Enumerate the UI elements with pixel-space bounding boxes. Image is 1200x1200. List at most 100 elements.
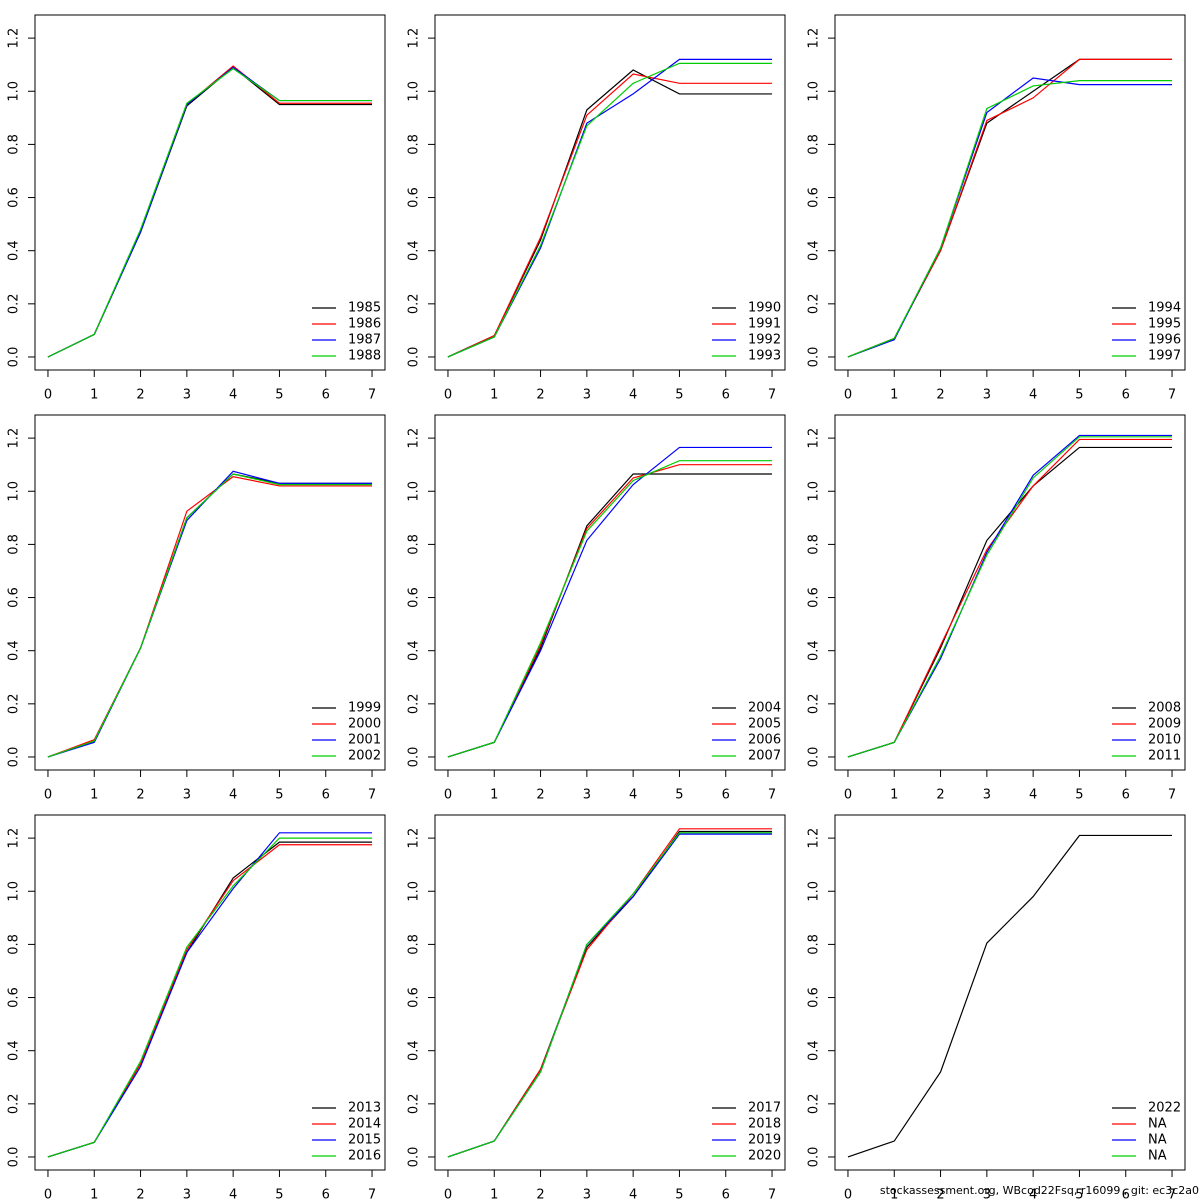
series-line [47, 837, 373, 1158]
y-tick-label: 1.0 [7, 881, 22, 902]
legend-label: 2016 [348, 1149, 381, 1164]
x-tick-label: 7 [768, 1188, 776, 1200]
y-tick-label: 0.0 [7, 747, 22, 768]
y-tick-label: 1.0 [407, 881, 422, 902]
x-tick-label: 7 [768, 388, 776, 403]
x-tick-label: 2 [936, 1188, 944, 1200]
y-tick-label: 0.8 [807, 134, 822, 155]
y-tick-label: 1.0 [807, 81, 822, 102]
x-tick-label: 3 [183, 1188, 191, 1200]
series-line [847, 438, 1173, 758]
x-tick-label: 1 [890, 1188, 898, 1200]
y-tick-label: 0.4 [807, 240, 822, 261]
x-tick-label: 2 [936, 788, 944, 803]
legend-label: 1988 [348, 349, 381, 364]
y-tick-label: 0.2 [407, 293, 422, 314]
series-line [847, 834, 1173, 1158]
x-tick-label: 1 [490, 1188, 498, 1200]
x-tick-label: 3 [983, 388, 991, 403]
y-tick-label: 0.0 [807, 1147, 822, 1168]
y-tick-label: 0.0 [7, 1147, 22, 1168]
x-tick-label: 2 [536, 388, 544, 403]
x-tick-label: 1 [90, 1188, 98, 1200]
y-tick-label: 0.8 [807, 534, 822, 555]
x-tick-label: 3 [183, 788, 191, 803]
y-tick-label: 0.0 [407, 1147, 422, 1168]
y-tick-label: 0.2 [807, 293, 822, 314]
legend-label: 2008 [1148, 701, 1181, 716]
x-tick-label: 2 [536, 1188, 544, 1200]
legend-label: 2020 [748, 1149, 781, 1164]
y-tick-label: 0.8 [407, 934, 422, 955]
y-tick-label: 0.4 [807, 1040, 822, 1061]
y-tick-label: 1.0 [7, 81, 22, 102]
series-line [447, 62, 773, 358]
y-tick-label: 0.2 [407, 1093, 422, 1114]
y-tick-label: 1.2 [807, 428, 822, 449]
y-tick-label: 0.2 [7, 1093, 22, 1114]
series-line [47, 473, 373, 758]
y-tick-label: 0.6 [6, 187, 21, 208]
x-tick-label: 2 [136, 1188, 144, 1200]
y-tick-label: 0.8 [7, 134, 22, 155]
legend-label: NA [1148, 1133, 1167, 1148]
series-line [47, 67, 373, 358]
x-tick-label: 6 [722, 388, 730, 403]
legend-label: 1992 [748, 333, 781, 348]
x-tick-label: 0 [444, 788, 452, 803]
x-tick-label: 0 [44, 1188, 52, 1200]
x-tick-label: 6 [722, 1188, 730, 1200]
x-tick-label: 3 [983, 1188, 991, 1200]
x-tick-label: 1 [490, 788, 498, 803]
x-tick-label: 0 [844, 388, 852, 403]
x-tick-label: 5 [275, 788, 283, 803]
legend-label: 1995 [1148, 317, 1181, 332]
legend-label: 1985 [348, 301, 381, 316]
legend-label: NA [1148, 1117, 1167, 1132]
y-tick-label: 0.2 [7, 693, 22, 714]
y-tick-label: 0.4 [407, 240, 422, 261]
x-tick-label: 5 [275, 388, 283, 403]
y-tick-label: 1.2 [7, 828, 22, 849]
y-tick-label: 0.6 [7, 587, 22, 608]
y-tick-label: 1.0 [7, 481, 22, 502]
x-tick-label: 4 [229, 788, 237, 803]
legend-label: 1996 [1148, 333, 1181, 348]
legend-label: 1990 [748, 301, 781, 316]
x-tick-label: 2 [936, 388, 944, 403]
legend-label: 1991 [748, 317, 781, 332]
x-tick-label: 7 [1168, 388, 1176, 403]
y-tick-label: 0.6 [807, 187, 822, 208]
footer: stockassessment.org, WBcod22Fsq, r16099 … [880, 1184, 1199, 1197]
x-tick-label: 6 [1122, 388, 1130, 403]
y-tick-label: 0.8 [7, 934, 22, 955]
legend-label: 2022 [1148, 1101, 1181, 1116]
x-tick-label: 6 [322, 788, 330, 803]
x-tick-label: 1 [90, 788, 98, 803]
x-tick-label: 0 [44, 788, 52, 803]
legend-label: 1999 [348, 701, 381, 716]
y-tick-label: 0.6 [407, 587, 422, 608]
y-tick-label: 0.4 [407, 1040, 422, 1061]
x-tick-label: 5 [1075, 788, 1083, 803]
plot-box [34, 414, 386, 771]
y-tick-label: 1.0 [807, 481, 822, 502]
y-tick-label: 1.2 [407, 828, 422, 849]
x-tick-label: 4 [629, 1188, 637, 1200]
plot-box [834, 814, 1186, 1171]
y-tick-label: 1.0 [407, 481, 422, 502]
x-tick-label: 3 [183, 388, 191, 403]
x-tick-label: 4 [229, 1188, 237, 1200]
y-tick-label: 0.2 [7, 293, 22, 314]
y-tick-label: 0.6 [407, 187, 422, 208]
y-tick-label: 0.2 [807, 693, 822, 714]
legend-label: 2019 [748, 1133, 781, 1148]
x-tick-label: 4 [629, 388, 637, 403]
legend-label: 2014 [348, 1117, 381, 1132]
x-tick-label: 2 [136, 388, 144, 403]
y-tick-label: 1.2 [407, 428, 422, 449]
series-line [847, 436, 1173, 758]
x-tick-label: 4 [1029, 388, 1037, 403]
x-tick-label: 4 [229, 388, 237, 403]
